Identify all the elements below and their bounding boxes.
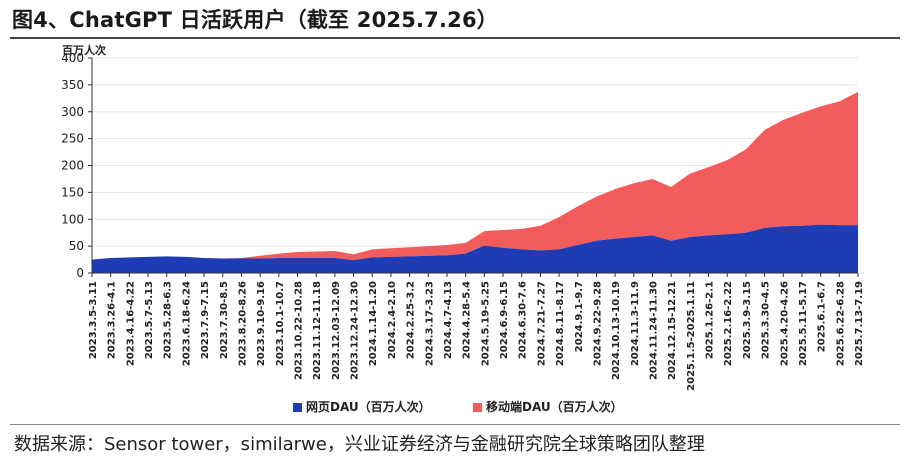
x-tick-label: 2023.11.12-11.18 — [312, 281, 323, 380]
source-divider — [10, 424, 900, 425]
x-tick-labels: 2023.3.5-3.11 2023.3.26-4.1 2023.4.16-4.22… — [88, 273, 865, 391]
series-area-web — [92, 224, 858, 273]
x-tick-label: 2025.4.20-4.26 — [779, 281, 790, 366]
x-tick-label: 2023.9.10-9.16 — [256, 281, 267, 366]
x-tick-label: 2024.4.28-5.4 — [462, 281, 473, 359]
y-tick-label: 150 — [61, 185, 84, 199]
x-tick-label: 2025.1.26-2.1 — [705, 281, 716, 359]
y-tick-labels: 0 50 100 150 200 250 300 350 400 — [61, 51, 92, 280]
x-tick-label: 2025.6.1-6.7 — [817, 281, 828, 352]
legend-swatch-mobile — [473, 403, 482, 412]
x-tick-label: 2024.11.24-11.30 — [648, 281, 659, 380]
x-tick-label: 2023.7.30-8.5 — [219, 281, 230, 359]
x-tick-label: 2023.5.7-5.13 — [144, 281, 155, 359]
y-tick-label: 50 — [69, 239, 84, 253]
y-tick-label: 350 — [61, 78, 84, 92]
legend-label-web: 网页DAU（百万人次） — [306, 399, 431, 414]
y-tick-label: 100 — [61, 212, 84, 226]
y-tick-label: 0 — [76, 266, 84, 280]
x-tick-label: 2024.2.25-3.2 — [406, 281, 417, 359]
x-tick-label: 2024.7.21-7.27 — [536, 281, 547, 366]
y-tick-label: 300 — [61, 105, 84, 119]
y-tick-label: 400 — [61, 51, 84, 65]
x-tick-label: 2025.1.5-2025.1.11 — [686, 281, 697, 391]
y-axis-unit: 百万人次 — [62, 44, 106, 57]
x-tick-label: 2024.12.15-12.21 — [667, 281, 678, 380]
x-tick-label: 2023.3.26-4.1 — [107, 281, 118, 359]
x-tick-label: 2023.12.24-12.30 — [350, 281, 361, 380]
x-tick-label: 2024.6.9-6.15 — [499, 281, 510, 359]
x-tick-label: 2025.5.11-5.17 — [798, 281, 809, 366]
x-tick-label: 2024.6.30-7.6 — [518, 281, 529, 359]
legend-swatch-web — [293, 403, 302, 412]
x-tick-label: 2023.6.18-6.24 — [181, 281, 192, 366]
x-tick-label: 2024.4.7-4.13 — [443, 281, 454, 359]
x-tick-label: 2023.5.28-6.3 — [163, 281, 174, 359]
x-tick-label: 2023.3.5-3.11 — [88, 281, 99, 359]
x-tick-label: 2024.2.4-2.10 — [387, 281, 398, 359]
x-tick-label: 2025.3.30-4.5 — [761, 281, 772, 359]
title-divider — [10, 37, 900, 39]
y-tick-label: 200 — [61, 159, 84, 173]
x-tick-label: 2024.11.3-11.9 — [630, 281, 641, 366]
x-tick-label: 2024.3.17-3.23 — [424, 281, 435, 366]
x-tick-label: 2023.4.16-4.22 — [125, 281, 136, 366]
x-tick-label: 2023.10.1-10.7 — [275, 281, 286, 366]
x-tick-label: 2024.1.14-1.20 — [368, 281, 379, 366]
source-note: 数据来源：Sensor tower，similarwe，兴业证券经济与金融研究院… — [14, 434, 705, 455]
x-tick-label: 2024.8.11-8.17 — [555, 281, 566, 366]
x-tick-label: 2023.12.03-12.09 — [331, 281, 342, 380]
x-tick-label: 2025.2.16-2.22 — [723, 281, 734, 366]
series-area-mobile — [92, 91, 858, 261]
x-tick-label: 2024.9.1-9.7 — [574, 281, 585, 352]
x-tick-label: 2023.7.9-7.15 — [200, 281, 211, 359]
x-tick-label: 2025.6.22-6.28 — [835, 281, 846, 366]
x-tick-label: 2024.5.19-5.25 — [480, 281, 491, 366]
x-tick-label: 2024.10.13-10.19 — [611, 281, 622, 380]
legend: 网页DAU（百万人次） 移动端DAU（百万人次） — [293, 399, 623, 414]
x-tick-label: 2025.3.9-3.15 — [742, 281, 753, 359]
x-tick-label: 2024.9.22-9.28 — [592, 281, 603, 366]
x-tick-label: 2025.7.13-7.19 — [854, 281, 865, 366]
figure-title: 图4、ChatGPT 日活跃用户（截至 2025.7.26） — [12, 8, 498, 32]
area-series — [92, 91, 858, 273]
x-tick-label: 2023.8.20-8.26 — [237, 281, 248, 366]
y-tick-label: 250 — [61, 132, 84, 146]
legend-label-mobile: 移动端DAU（百万人次） — [486, 399, 623, 414]
x-tick-label: 2023.10.22-10.28 — [294, 281, 305, 380]
